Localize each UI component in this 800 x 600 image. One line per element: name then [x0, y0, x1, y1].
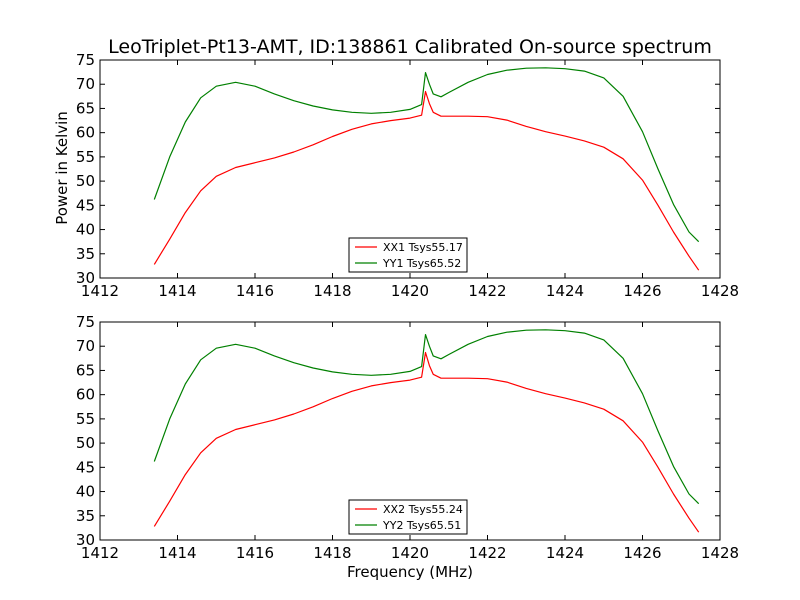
y-tick-label: 50 [76, 434, 95, 452]
x-tick-label: 1422 [468, 544, 506, 562]
x-tick-label: 1412 [81, 282, 119, 300]
legend-box [348, 237, 468, 273]
series-line-yy [153, 329, 700, 505]
legend-box [348, 499, 468, 535]
legend: XX1 Tsys55.17 YY1 Tsys65.52 [348, 237, 468, 273]
y-tick-label: 35 [76, 245, 95, 263]
x-tick-label: 1414 [158, 544, 196, 562]
y-tick-label: 60 [76, 124, 95, 142]
x-tick-label: 1428 [701, 544, 739, 562]
y-tick-label: 75 [76, 51, 95, 69]
y-tick-label: 30 [76, 531, 95, 549]
x-axis-label: Frequency (MHz) [347, 563, 473, 581]
legend-entry: YY1 Tsys65.52 [382, 257, 461, 270]
y-axis-label: Power in Kelvin [53, 111, 71, 225]
y-tick-label: 65 [76, 99, 95, 117]
x-tick-label: 1416 [236, 282, 274, 300]
series-line-xx [153, 90, 700, 271]
y-tick-label: 40 [76, 483, 95, 501]
y-tick-label: 40 [76, 221, 95, 239]
y-tick-label: 45 [76, 196, 95, 214]
x-tick-label: 1422 [468, 282, 506, 300]
x-tick-label: 1416 [236, 544, 274, 562]
top-panel: 1412 1414 1416 1418 1420 1422 1424 1426 1428 30 35… [76, 51, 739, 300]
x-tick-label: 1424 [546, 282, 584, 300]
x-tick-label: 1418 [313, 544, 351, 562]
y-tick-label: 30 [76, 269, 95, 287]
y-tick-label: 55 [76, 148, 95, 166]
y-tick-label: 70 [76, 75, 95, 93]
x-tick-label: 1420 [391, 282, 429, 300]
legend: XX2 Tsys55.24 YY2 Tsys65.51 [348, 499, 468, 535]
series-line-yy [153, 67, 700, 243]
y-tick-label: 35 [76, 507, 95, 525]
figure-title: LeoTriplet-Pt13-AMT, ID:138861 Calibrate… [108, 36, 712, 58]
y-tick-label: 55 [76, 410, 95, 428]
x-tick-label: 1426 [623, 282, 661, 300]
bottom-panel: 1412 1414 1416 1418 1420 1422 1424 1426 1428 30 35… [76, 313, 739, 562]
x-tick-label: 1428 [701, 282, 739, 300]
x-tick-label: 1424 [546, 544, 584, 562]
x-tick-label: 1412 [81, 544, 119, 562]
y-tick-label: 65 [76, 361, 95, 379]
legend-entry: XX2 Tsys55.24 [383, 503, 463, 516]
x-tick-label: 1426 [623, 544, 661, 562]
legend-entry: YY2 Tsys65.51 [382, 519, 461, 532]
y-tick-label: 75 [76, 313, 95, 331]
y-tick-label: 50 [76, 172, 95, 190]
x-tick-label: 1418 [313, 282, 351, 300]
x-tick-label: 1420 [391, 544, 429, 562]
x-tick-label: 1414 [158, 282, 196, 300]
y-tick-label: 60 [76, 386, 95, 404]
y-tick-label: 45 [76, 458, 95, 476]
series-line-xx [153, 351, 700, 533]
legend-entry: XX1 Tsys55.17 [383, 241, 463, 254]
y-tick-label: 70 [76, 337, 95, 355]
